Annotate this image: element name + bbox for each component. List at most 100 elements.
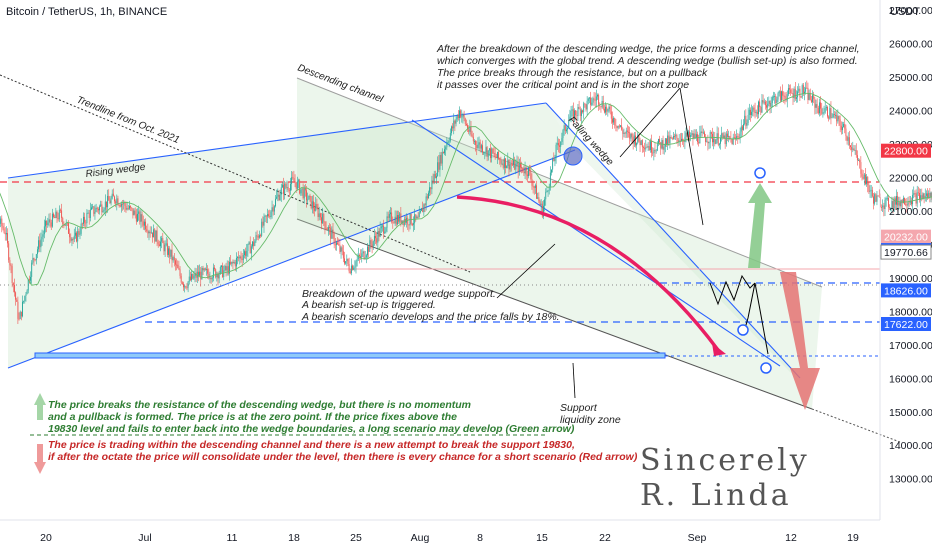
candle-body bbox=[851, 147, 853, 150]
candle-body bbox=[429, 187, 431, 193]
candle-body bbox=[395, 216, 397, 225]
price-level-label: 17622.00 bbox=[884, 319, 928, 331]
candle-body bbox=[538, 197, 540, 202]
price-level-label: 20232.00 bbox=[884, 232, 928, 244]
price-level-label: 19770.66 bbox=[884, 247, 928, 259]
candle-body bbox=[896, 196, 897, 205]
candle-body bbox=[564, 125, 566, 132]
candle-body bbox=[746, 122, 748, 126]
candle-body bbox=[670, 137, 672, 138]
candle-body bbox=[150, 232, 152, 234]
candle-body bbox=[342, 251, 344, 259]
candle-body bbox=[779, 91, 781, 101]
candle-body bbox=[498, 151, 500, 159]
candle-body bbox=[691, 133, 693, 136]
candle-body bbox=[189, 276, 191, 281]
candle-body bbox=[354, 266, 356, 268]
candle-body bbox=[850, 145, 851, 148]
candle-body bbox=[831, 117, 833, 119]
candle-body bbox=[426, 196, 428, 199]
candle-body bbox=[587, 98, 589, 101]
candle-body bbox=[393, 222, 395, 224]
candle-body bbox=[769, 101, 771, 107]
candle-body bbox=[368, 246, 370, 252]
candle-body bbox=[35, 254, 37, 260]
candle-body bbox=[135, 214, 137, 222]
candle-body bbox=[694, 133, 696, 139]
candle-body bbox=[162, 238, 164, 244]
candle-body bbox=[499, 158, 501, 161]
candle-body bbox=[737, 136, 739, 138]
candle-body bbox=[628, 131, 629, 133]
candle-body bbox=[637, 134, 639, 143]
candle-body bbox=[385, 227, 387, 232]
candle-body bbox=[378, 231, 380, 237]
candle-body bbox=[321, 217, 322, 224]
candle-body bbox=[294, 181, 296, 183]
candle-body bbox=[359, 255, 360, 257]
candle-body bbox=[281, 184, 283, 188]
candle-body bbox=[729, 136, 731, 139]
candle-body bbox=[678, 140, 680, 142]
candle-body bbox=[42, 234, 44, 237]
candle-body bbox=[915, 193, 917, 204]
candle-body bbox=[774, 96, 776, 97]
candle-body bbox=[867, 176, 869, 186]
time-tick-label: 12 bbox=[785, 532, 797, 544]
candle-body bbox=[165, 243, 167, 245]
candle-body bbox=[882, 205, 884, 208]
candle-body bbox=[513, 159, 514, 165]
candle-body bbox=[744, 115, 746, 124]
candle-body bbox=[520, 162, 521, 168]
candle-body bbox=[766, 105, 767, 108]
price-axis-ticks: 13000.00 14000.00 15000.00 16000.00 17000.00… bbox=[889, 5, 932, 486]
candle-body bbox=[770, 102, 772, 107]
candle-body bbox=[569, 116, 571, 122]
candle-body bbox=[306, 190, 307, 201]
candle-body bbox=[96, 207, 98, 210]
candle-body bbox=[531, 178, 533, 186]
candle-body bbox=[630, 133, 632, 139]
candle-body bbox=[714, 138, 716, 145]
candle-body bbox=[472, 136, 474, 142]
candle-body bbox=[78, 231, 80, 235]
candle-body bbox=[460, 110, 462, 118]
candle-body bbox=[181, 282, 183, 284]
time-tick-label: 25 bbox=[350, 532, 362, 544]
candle-body bbox=[560, 141, 562, 147]
candle-body bbox=[862, 176, 864, 179]
candle-body bbox=[483, 152, 485, 154]
candle-body bbox=[760, 107, 762, 113]
candle-body bbox=[613, 118, 615, 123]
candle-body bbox=[86, 212, 88, 224]
candle-body bbox=[179, 269, 181, 276]
candle-body bbox=[563, 125, 565, 131]
candle-body bbox=[210, 277, 212, 280]
candle-body bbox=[130, 205, 132, 208]
candle-body bbox=[436, 176, 437, 179]
price-tick-label: 25000.00 bbox=[889, 72, 932, 84]
candle-body bbox=[608, 106, 610, 110]
candle-body bbox=[232, 261, 234, 263]
candle-body bbox=[233, 261, 235, 263]
candle-body bbox=[639, 141, 641, 146]
signature-line-2: R. Linda bbox=[640, 478, 792, 513]
candle-body bbox=[594, 99, 596, 101]
candle-body bbox=[143, 221, 145, 226]
candle-body bbox=[633, 135, 635, 144]
candle-body bbox=[145, 221, 146, 230]
candle-body bbox=[470, 126, 472, 135]
candle-body bbox=[131, 207, 133, 209]
candle-body bbox=[12, 282, 14, 285]
candle-body bbox=[120, 203, 122, 207]
candle-body bbox=[738, 137, 740, 139]
candle-body bbox=[355, 261, 357, 267]
candle-body bbox=[924, 195, 926, 199]
candle-body bbox=[194, 273, 196, 276]
candle-body bbox=[503, 158, 505, 168]
price-tick-label: 22000.00 bbox=[889, 172, 932, 184]
time-tick-label: 11 bbox=[227, 532, 238, 544]
price-level-label: 18626.00 bbox=[884, 285, 928, 297]
candle-body bbox=[270, 211, 272, 218]
